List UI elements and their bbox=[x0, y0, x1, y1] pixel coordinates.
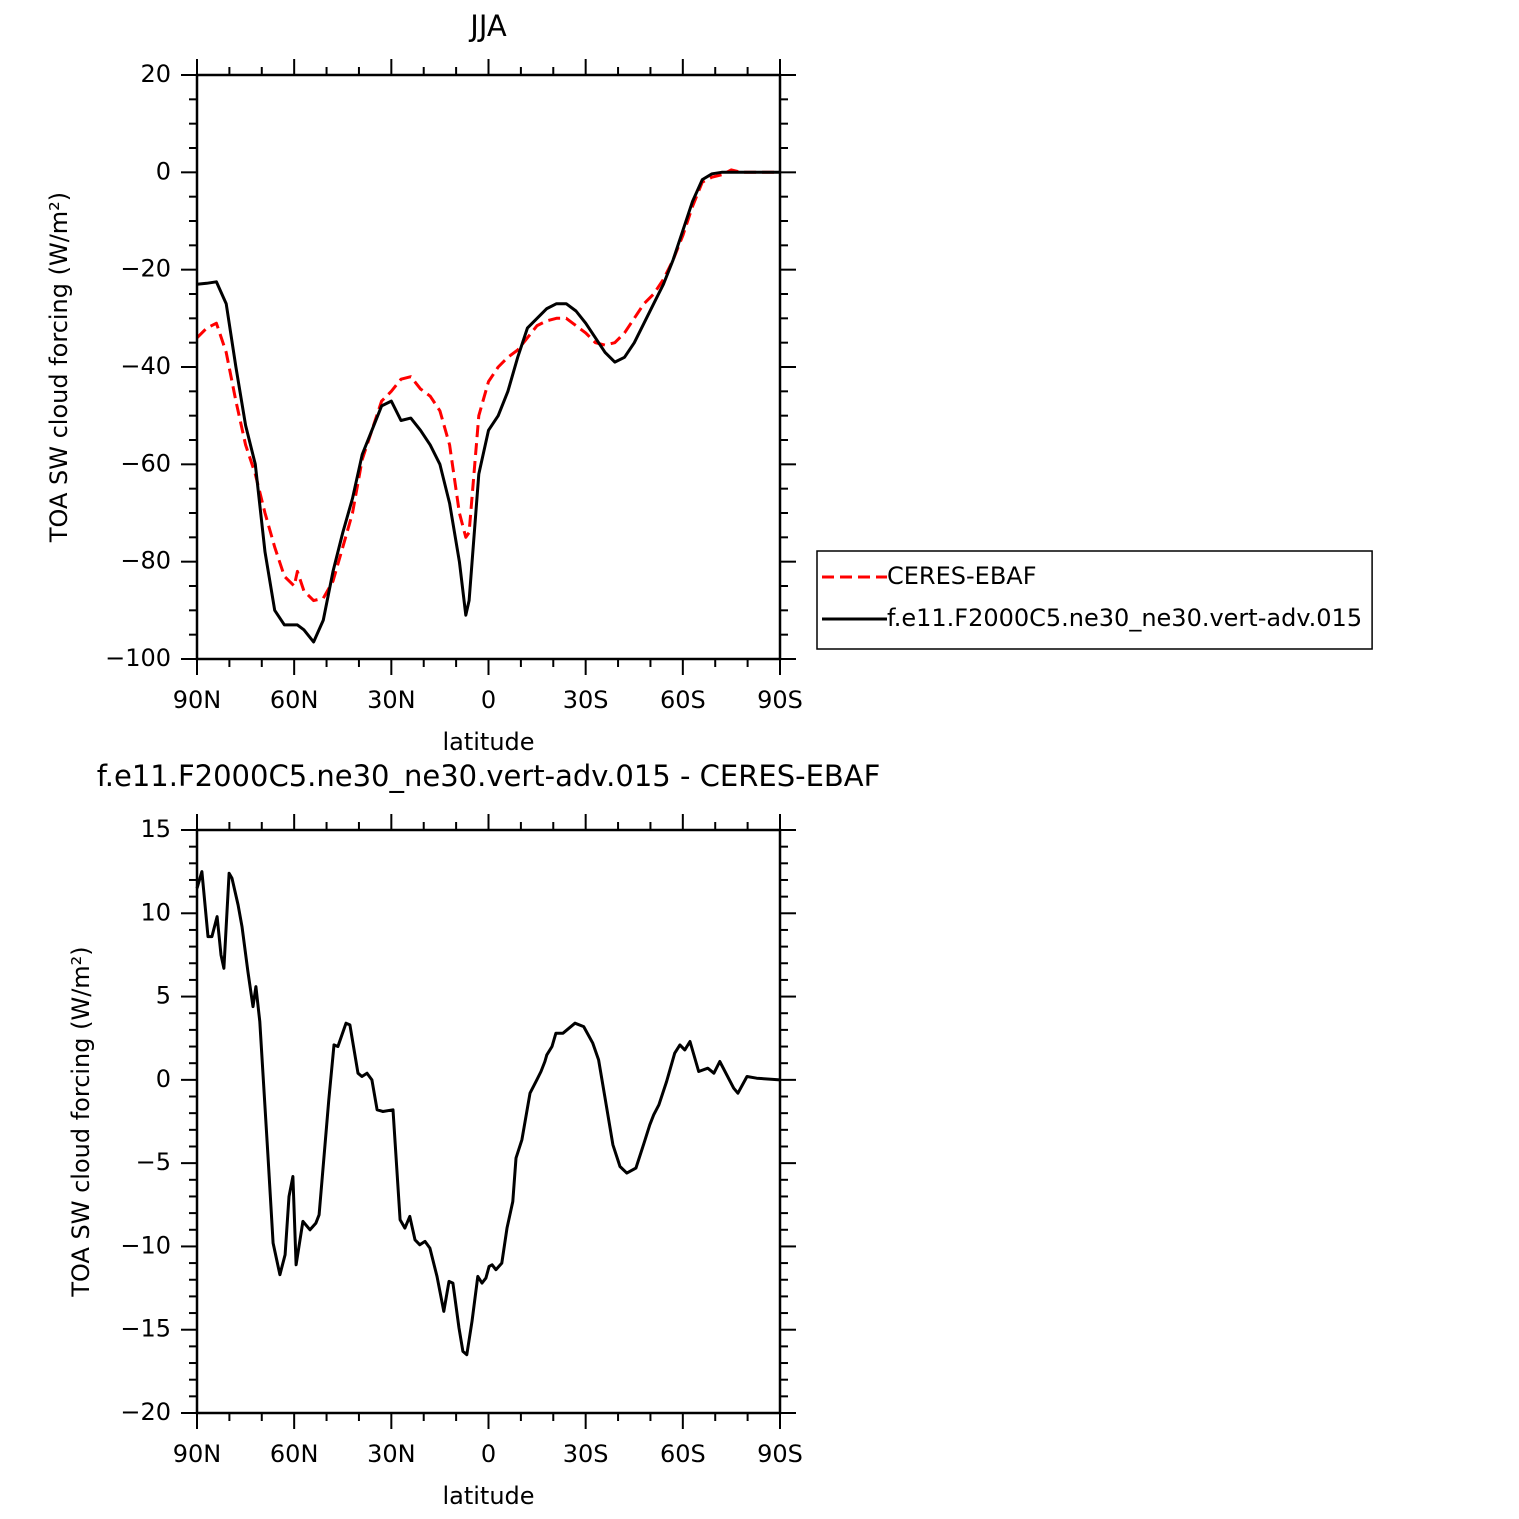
legend-label: f.e11.F2000C5.ne30_ne30.vert-adv.015 bbox=[887, 604, 1362, 632]
data-line bbox=[195, 168, 780, 603]
x-tick-label: 60N bbox=[270, 1440, 319, 1468]
y-tick-label: 20 bbox=[140, 60, 171, 88]
x-tick-label: 30S bbox=[563, 686, 609, 714]
y-tick-label: −40 bbox=[120, 352, 171, 380]
data-line bbox=[196, 170, 780, 644]
chart-title: f.e11.F2000C5.ne30_ne30.vert-adv.015 - C… bbox=[97, 759, 881, 793]
x-tick-label: 90S bbox=[757, 686, 803, 714]
x-tick-label: 60N bbox=[270, 686, 319, 714]
x-tick-label: 60S bbox=[660, 686, 706, 714]
y-tick-label: 15 bbox=[140, 815, 171, 843]
y-tick-label: −60 bbox=[120, 449, 171, 477]
x-tick-label: 60S bbox=[660, 1440, 706, 1468]
y-tick-label: −100 bbox=[105, 644, 171, 672]
y-tick-label: −80 bbox=[120, 547, 171, 575]
x-tick-label: 0 bbox=[481, 1440, 496, 1468]
x-tick-label: 90N bbox=[173, 686, 222, 714]
data-line bbox=[195, 870, 781, 1357]
y-tick-label: 0 bbox=[156, 157, 171, 185]
y-tick-label: −20 bbox=[120, 255, 171, 283]
y-axis-label: TOA SW cloud forcing (W/m²) bbox=[45, 192, 73, 543]
y-axis-label: TOA SW cloud forcing (W/m²) bbox=[67, 946, 95, 1297]
x-axis-label: latitude bbox=[442, 728, 534, 756]
y-tick-label: 5 bbox=[156, 982, 171, 1010]
legend-box bbox=[816, 550, 1373, 650]
chart-title: JJA bbox=[468, 9, 507, 43]
plot-frame bbox=[195, 73, 782, 661]
y-tick-label: −20 bbox=[120, 1398, 171, 1426]
x-tick-label: 90N bbox=[173, 1440, 222, 1468]
y-tick-label: −5 bbox=[136, 1148, 171, 1176]
legend: CERES-EBAF f.e11.F2000C5.ne30_ne30.vert-a… bbox=[816, 550, 1373, 650]
x-tick-label: 30S bbox=[563, 1440, 609, 1468]
y-tick-label: −10 bbox=[120, 1231, 171, 1259]
x-tick-label: 90S bbox=[757, 1440, 803, 1468]
x-tick-label: 30N bbox=[367, 1440, 416, 1468]
x-tick-label: 0 bbox=[481, 686, 496, 714]
plot-frame bbox=[195, 828, 782, 1415]
y-tick-label: 0 bbox=[156, 1065, 171, 1093]
y-tick-label: −15 bbox=[120, 1315, 171, 1343]
x-tick-label: 30N bbox=[367, 686, 416, 714]
x-axis-label: latitude bbox=[442, 1482, 534, 1510]
legend-label: CERES-EBAF bbox=[887, 562, 1037, 590]
y-tick-label: 10 bbox=[140, 898, 171, 926]
